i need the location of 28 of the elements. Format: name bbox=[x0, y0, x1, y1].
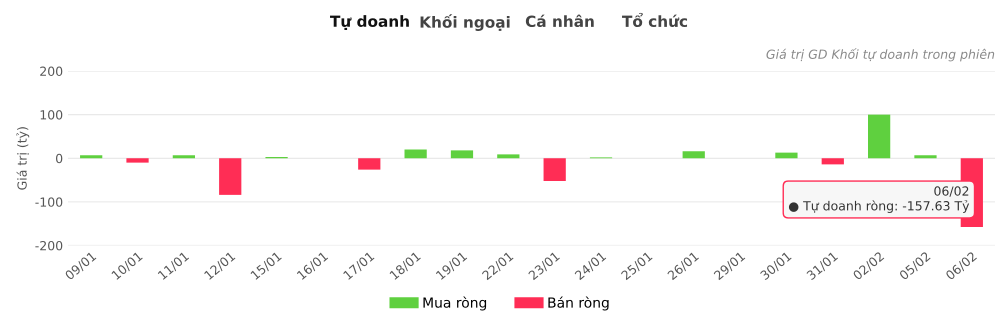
bar bbox=[914, 155, 937, 158]
bar bbox=[404, 150, 427, 158]
y-axis-title: Giá trị (tỷ) bbox=[16, 127, 30, 190]
bar bbox=[544, 158, 566, 181]
bar bbox=[80, 155, 102, 158]
bar bbox=[358, 158, 380, 170]
y-tick-label: 0 bbox=[56, 154, 62, 164]
bar bbox=[172, 155, 195, 158]
bar bbox=[497, 154, 520, 158]
bar bbox=[822, 158, 844, 164]
legend-label: Mua ròng bbox=[423, 296, 486, 310]
y-tick-label: -200 bbox=[35, 240, 62, 250]
bar bbox=[775, 152, 798, 158]
bar bbox=[450, 150, 474, 158]
annotation: 06/02 ● Tự doanh ròng: -157.63 Tỷ bbox=[788, 186, 970, 213]
bar bbox=[682, 151, 705, 158]
text: Cá nhân bbox=[526, 14, 594, 28]
text: Tự doanh bbox=[330, 15, 409, 30]
text: Tổ chức bbox=[622, 12, 688, 28]
y-tick-label: -100 bbox=[35, 197, 62, 207]
y-tick-label: 200 bbox=[40, 66, 62, 76]
bar bbox=[868, 114, 890, 158]
text: Khối ngoại bbox=[420, 14, 510, 31]
chart-subtitle: Giá trị GD Khối tự doanh trong phiên bbox=[766, 48, 994, 62]
y-tick-label: 100 bbox=[40, 110, 62, 120]
legend-label: Bán ròng bbox=[548, 296, 609, 310]
bar bbox=[126, 158, 149, 163]
bar bbox=[219, 158, 242, 195]
